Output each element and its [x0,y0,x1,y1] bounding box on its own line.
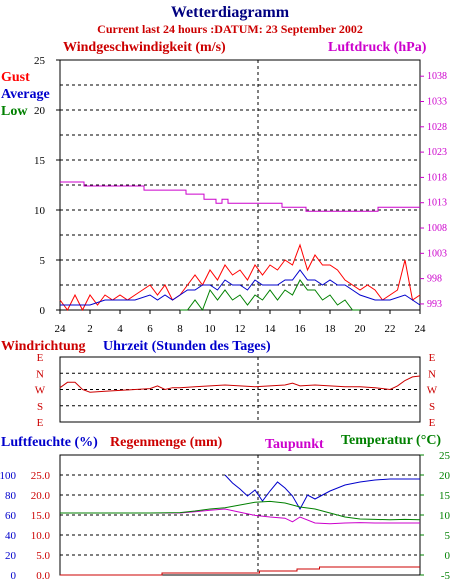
wind-y-tick-label: 5 [40,255,46,267]
direction-left-label: N [36,368,44,380]
hour-tick-label: 20 [355,323,367,335]
legend-rain: Regenmenge (mm) [110,435,223,450]
series-rain [60,566,420,576]
humidity-y-tick-label: 0 [11,570,17,582]
series-humidity [224,474,420,511]
series-luftdruck [60,181,420,212]
pressure-y-tick-label: 1023 [427,147,447,158]
rain-y-tick-label: 15.0 [31,510,51,522]
chart-title: Wetterdiagramm [171,4,290,21]
direction-right-label: E [429,417,436,429]
hour-tick-label: 12 [235,323,246,335]
hour-tick-label: 22 [385,323,396,335]
legend-average: Average [1,87,50,102]
pressure-y-tick-label: 1003 [427,248,447,259]
legend-gust: Gust [1,70,30,85]
wind-y-tick-label: 15 [34,155,46,167]
pressure-y-tick-label: 998 [427,274,442,285]
wind-y-tick-label: 25 [34,55,46,67]
chart-subtitle: Current last 24 hours :DATUM: 23 Septemb… [97,22,363,36]
temperature-y-tick-label: -5 [441,570,451,582]
wind-speed-title: Windgeschwindigkeit (m/s) [63,40,226,55]
hour-tick-label: 18 [325,323,337,335]
pressure-title: Luftdruck (hPa) [328,40,427,55]
humidity-y-tick-label: 60 [5,510,17,522]
wind-y-tick-label: 20 [34,105,46,117]
direction-panel-frame [59,356,421,423]
pressure-y-tick-label: 993 [427,299,442,310]
pressure-y-tick-label: 1038 [427,71,447,82]
pressure-y-tick-label: 1013 [427,198,447,209]
direction-left-label: W [35,385,46,397]
hour-tick-label: 10 [205,323,217,335]
humidity-y-tick-label: 20 [5,550,17,562]
hour-tick-label: 8 [177,323,183,335]
temperature-y-tick-label: 10 [439,510,451,522]
hour-tick-label: 16 [295,323,307,335]
direction-left-label: E [37,417,44,429]
series-dewpoint [60,508,420,525]
pressure-y-tick-label: 1033 [427,96,447,107]
wind-y-tick-label: 10 [34,205,46,217]
direction-left-label: S [37,401,43,413]
hour-tick-label: 24 [55,323,67,335]
temperature-y-tick-label: 5 [445,530,451,542]
direction-right-label: S [429,401,435,413]
wind-y-tick-label: 0 [40,305,46,317]
wind-direction-title: Windrichtung [1,339,86,354]
direction-right-label: N [428,368,436,380]
rain-y-tick-label: 25.0 [31,470,51,482]
rain-y-tick-label: 0.0 [36,570,50,582]
humidity-y-tick-label: 40 [5,530,17,542]
wind-pressure-panel: 0510152025993998100310081013101810231028… [34,55,447,335]
temperature-y-tick-label: 0 [445,550,451,562]
hour-tick-label: 6 [147,323,153,335]
direction-right-label: W [427,385,438,397]
direction-left-label: E [37,352,44,364]
legend-humidity: Luftfeuchte (%) [1,435,98,450]
humidity-y-tick-label: 80 [5,490,17,502]
pressure-y-tick-label: 1018 [427,172,447,183]
temperature-y-tick-label: 20 [439,470,451,482]
legend-low: Low [1,104,28,119]
time-axis-title: Uhrzeit (Stunden des Tages) [103,339,271,354]
series-gust [59,243,421,312]
wind-direction-panel: E EN NW WS SE E [35,352,438,429]
series-temperature [60,500,421,521]
rain-y-tick-label: 5.0 [36,550,50,562]
legend-temperature: Temperatur (°C) [341,433,441,448]
pressure-y-tick-label: 1008 [427,223,447,234]
humidity-y-tick-label: 100 [0,470,17,482]
hour-tick-label: 14 [265,323,277,335]
series-direction [59,375,421,393]
temperature-y-tick-label: 25 [439,450,451,462]
series-average [60,269,421,306]
rain-y-tick-label: 20.0 [31,490,51,502]
humidity-temperature-panel: 0 20 40 60 80 100 0.0 5.0 10.0 15.0 20.0 25.0 -5 0 5 10… [0,450,451,582]
legend-dewpoint: Taupunkt [265,437,324,452]
hour-tick-label: 4 [117,323,123,335]
pressure-y-tick-label: 1028 [427,122,447,133]
series-low [180,279,360,312]
hour-tick-label: 2 [87,323,93,335]
direction-right-label: E [429,352,436,364]
temperature-y-tick-label: 15 [439,490,451,502]
rain-y-tick-label: 10.0 [31,530,51,542]
hour-tick-label: 24 [415,323,427,335]
